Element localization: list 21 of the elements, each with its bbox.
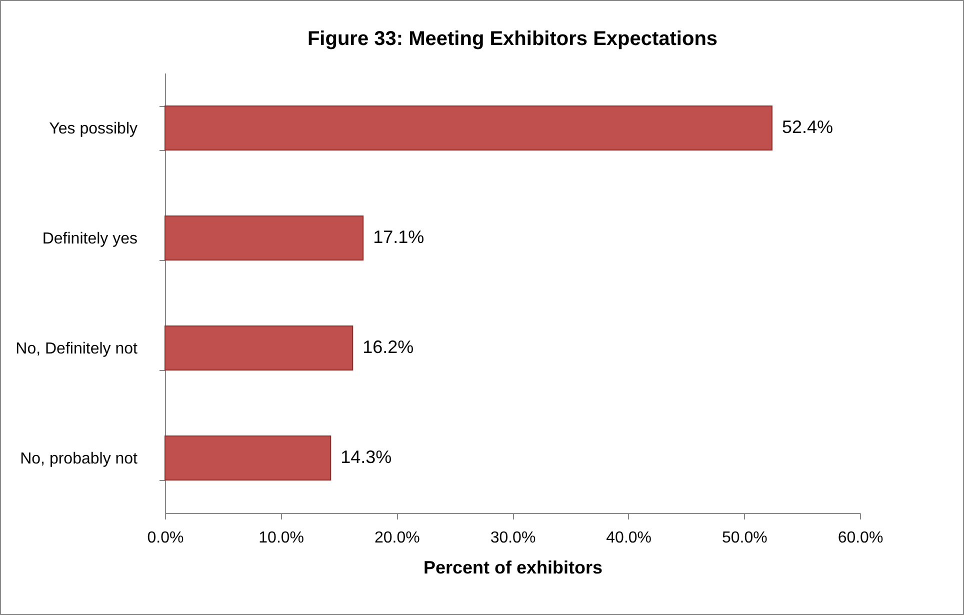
bar — [164, 326, 354, 370]
y-tick-label: Definitely yes — [42, 230, 138, 248]
x-tick-label: 0.0% — [147, 530, 184, 546]
x-tick-label: 20.0% — [374, 530, 420, 546]
x-tick-label: 10.0% — [258, 530, 304, 546]
y-tick-label: No, Definitely not — [16, 340, 138, 358]
x-tick-label: 60.0% — [838, 530, 884, 546]
bar — [164, 436, 332, 480]
y-tick-label: No, probably not — [20, 450, 138, 468]
x-tick-label: 50.0% — [722, 530, 768, 546]
x-axis-title: Percent of exhibitors — [423, 558, 603, 578]
y-tick-label: Yes possibly — [49, 120, 138, 138]
data-label: 52.4% — [782, 117, 834, 137]
x-tick-label: 30.0% — [490, 530, 536, 546]
x-tick-label: 40.0% — [606, 530, 652, 546]
bar — [164, 216, 364, 260]
chart-title: Figure 33: Meeting Exhibitors Expectations — [307, 28, 718, 50]
bar — [164, 106, 772, 150]
data-label: 14.3% — [340, 447, 392, 467]
data-label: 16.2% — [362, 337, 414, 357]
data-label: 17.1% — [373, 227, 424, 247]
